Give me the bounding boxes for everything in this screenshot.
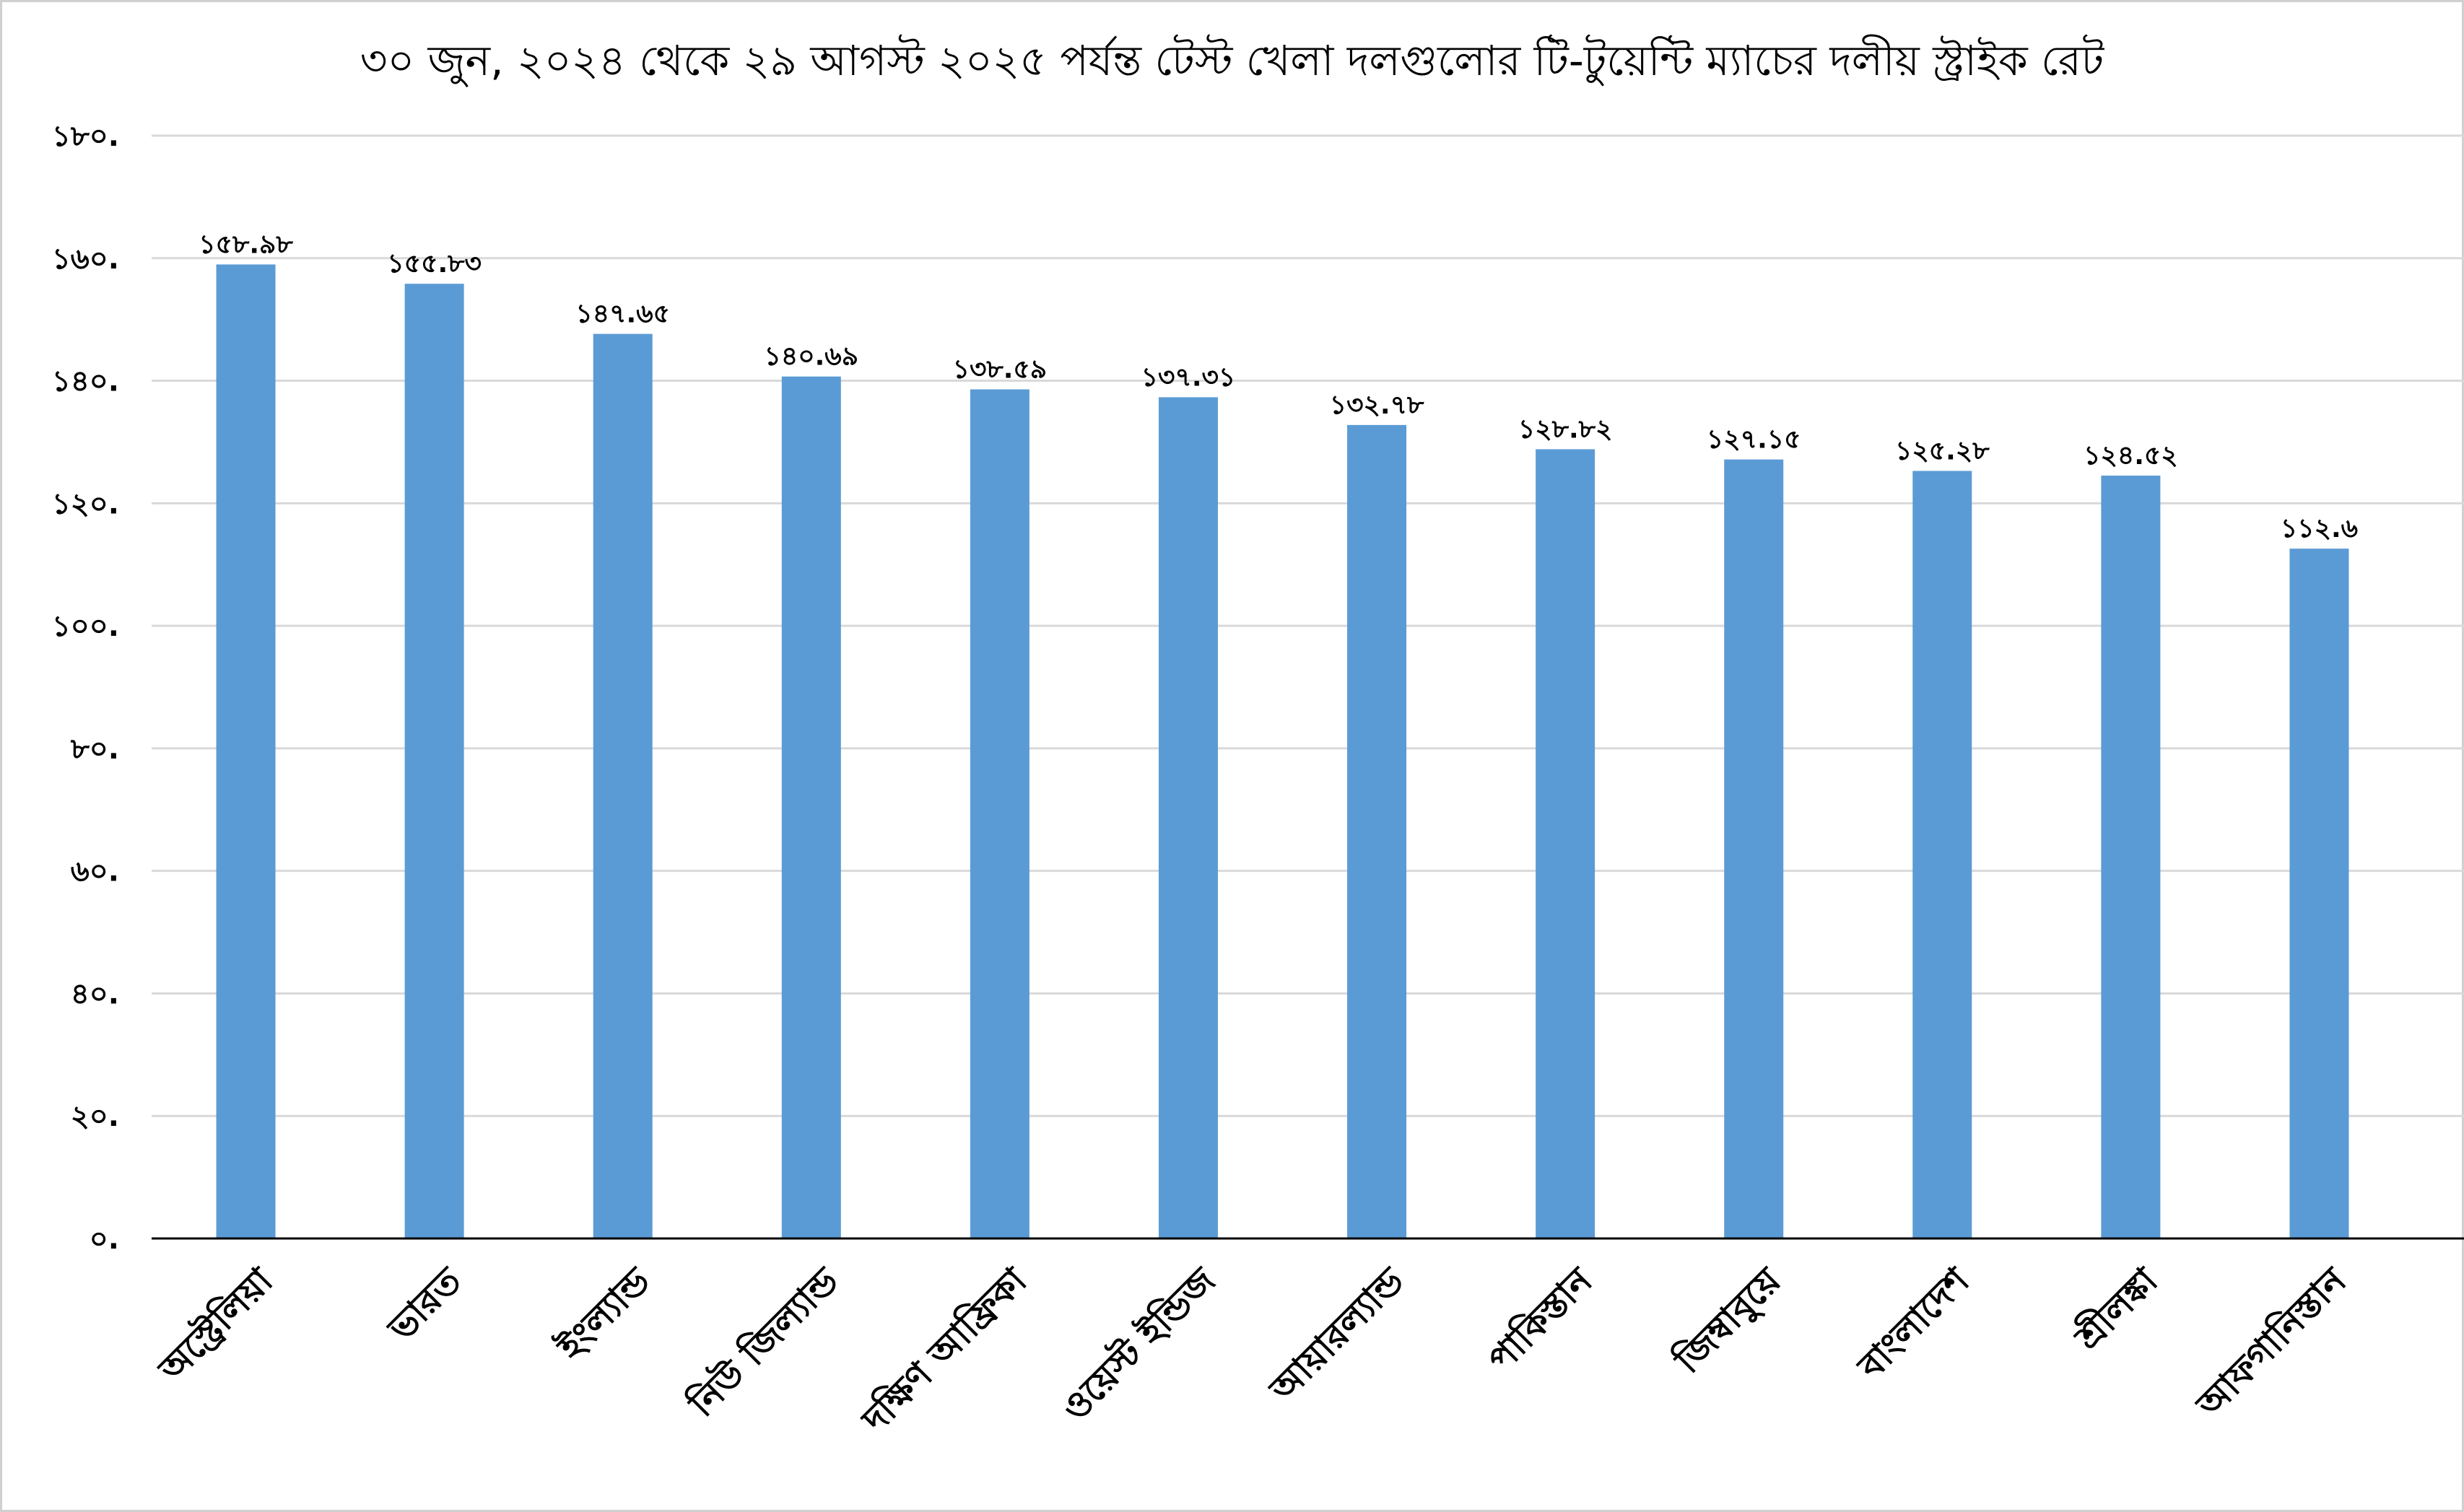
category-label: জিম্বাবুয়ে [1666, 1259, 1791, 1384]
category-label: পাকিস্তান [1479, 1258, 1601, 1380]
y-tick-label: ৪০. [71, 977, 119, 1010]
y-tick-label: ২০. [71, 1100, 119, 1133]
category-label: শ্রীলঙ্কা [2064, 1257, 2167, 1360]
data-label: ১৩৭.৩১ [1141, 362, 1236, 392]
data-label: ১৫৮.৯৮ [199, 230, 293, 259]
data-label: ১৫৫.৮৩ [387, 249, 482, 279]
data-label: ১১২.৬ [2281, 514, 2358, 543]
y-tick-label: ১৬০. [52, 242, 119, 276]
data-label: ১৪০.৬৯ [765, 342, 859, 372]
bar [781, 376, 841, 1238]
y-tick-label: ১৪০. [52, 365, 119, 398]
bar [2289, 549, 2349, 1238]
y-tick-label: ০. [90, 1223, 119, 1256]
data-label: ১২৫.২৮ [1895, 437, 1990, 466]
category-label: বাংলাদেশ [1849, 1259, 1979, 1389]
data-label: ১৩২.৭৮ [1330, 390, 1424, 420]
category-label: ভারত [379, 1259, 470, 1350]
data-label: ১৪৭.৬৫ [575, 300, 670, 329]
category-label: নিউ জিল্যান্ড [678, 1257, 848, 1426]
bar [1724, 459, 1784, 1239]
data-label: ১৩৮.৫৯ [953, 355, 1048, 385]
category-label: ইংল্যান্ড [548, 1258, 658, 1368]
bar [2101, 475, 2161, 1238]
category-label: অস্ট্রেলিয়া [149, 1258, 282, 1391]
y-tick-label: ১৮০. [52, 120, 119, 153]
bar [216, 264, 276, 1239]
y-tick-label: ৬০. [71, 855, 119, 888]
data-label: ১২৭.১৫ [1707, 425, 1801, 455]
category-label: আয়ারল্যান্ড [1261, 1259, 1413, 1411]
chart-title: ৩০ জুন, ২০২৪ থেকে ২৯ আগস্ট ২০২৫ পর্যন্ত … [360, 36, 2104, 85]
category-label: ওয়েস্ট ইন্ডিজ [1052, 1257, 1224, 1429]
data-label: ১২৪.৫২ [2084, 441, 2178, 471]
data-label: ১২৮.৮২ [1518, 414, 1613, 444]
bar [1912, 471, 1972, 1239]
category-label: দক্ষিণ আফ্রিকা [853, 1259, 1035, 1441]
y-tick-label: ৮০. [70, 733, 119, 766]
category-label: আফগানিস্তান [2187, 1258, 2355, 1426]
y-tick-label: ১০০. [52, 610, 119, 643]
bar [1347, 424, 1407, 1238]
bar [1536, 449, 1595, 1238]
bar [404, 284, 464, 1238]
y-tick-label: ১২০. [52, 487, 119, 520]
bar [1158, 397, 1218, 1239]
bar [970, 389, 1029, 1238]
bar [593, 333, 653, 1238]
